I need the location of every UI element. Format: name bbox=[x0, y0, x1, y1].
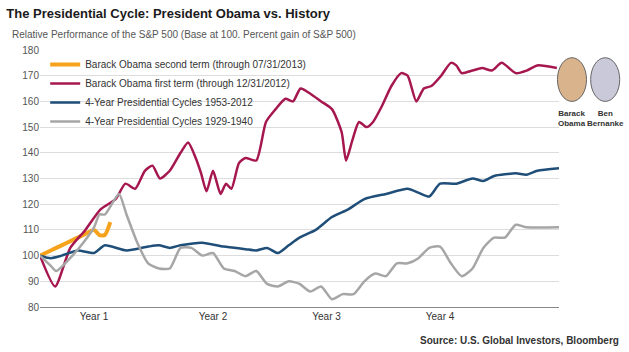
svg-text:BarackObama: BarackObama bbox=[558, 109, 586, 128]
svg-text:The Presidential Cycle: Presid: The Presidential Cycle: President Obama … bbox=[6, 6, 330, 21]
svg-text:Year 2: Year 2 bbox=[199, 311, 228, 322]
svg-text:140: 140 bbox=[22, 147, 39, 158]
svg-text:100: 100 bbox=[22, 250, 39, 261]
svg-text:130: 130 bbox=[22, 173, 39, 184]
svg-text:Year 4: Year 4 bbox=[426, 311, 455, 322]
svg-text:Relative Performance of the S&: Relative Performance of the S&P 500 (Bas… bbox=[12, 29, 356, 40]
svg-text:80: 80 bbox=[28, 302, 40, 313]
svg-text:Year 3: Year 3 bbox=[312, 311, 341, 322]
svg-text:4-Year Presidential Cycles 192: 4-Year Presidential Cycles 1929-1940 bbox=[85, 116, 253, 127]
svg-text:160: 160 bbox=[22, 96, 39, 107]
svg-text:120: 120 bbox=[22, 199, 39, 210]
svg-text:Source: U.S. Global Investors,: Source: U.S. Global Investors, Bloomberg bbox=[420, 335, 619, 346]
svg-text:BenBernanke: BenBernanke bbox=[587, 109, 624, 128]
svg-text:Barack Obama second term (thro: Barack Obama second term (through 07/31/… bbox=[85, 59, 306, 70]
svg-text:110: 110 bbox=[23, 224, 39, 235]
svg-text:4-Year Presidential Cycles 195: 4-Year Presidential Cycles 1953-2012 bbox=[85, 97, 253, 108]
svg-text:Barack Obama first term (throu: Barack Obama first term (through 12/31/2… bbox=[85, 78, 290, 89]
svg-text:170: 170 bbox=[22, 70, 39, 81]
svg-text:Year 1: Year 1 bbox=[80, 311, 109, 322]
svg-text:180: 180 bbox=[22, 45, 39, 56]
svg-text:90: 90 bbox=[28, 276, 40, 287]
svg-text:150: 150 bbox=[22, 122, 39, 133]
